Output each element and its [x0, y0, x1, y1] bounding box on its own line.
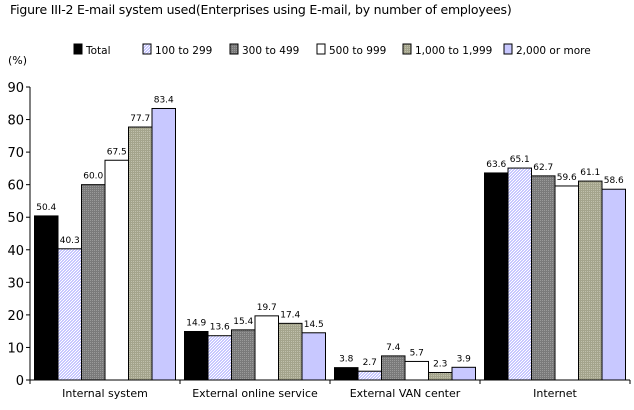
legend-label: 500 to 999: [329, 45, 386, 57]
y-tick-label: 90: [7, 81, 24, 96]
y-axis-label: (%): [8, 54, 27, 67]
bar: [531, 175, 556, 381]
legend-label: 300 to 499: [242, 45, 299, 57]
data-label: 61.1: [580, 168, 600, 178]
legend-swatch: [142, 43, 152, 55]
y-axis: 0 10 20 30 40 50 60 70 80 90: [7, 81, 31, 389]
data-label: 17.4: [280, 310, 300, 320]
data-label: 40.3: [60, 236, 80, 246]
data-label: 65.1: [510, 155, 530, 165]
bar: [507, 167, 532, 381]
bar: [428, 372, 453, 381]
data-label: 3.9: [457, 354, 472, 364]
data-label: 7.4: [386, 343, 401, 353]
bar: [484, 172, 509, 381]
y-tick-label: 0: [16, 374, 24, 389]
bar: [381, 355, 406, 381]
x-axis: Internal system External online service Ex…: [29, 379, 631, 400]
bar: [554, 185, 579, 381]
legend-label: Total: [85, 45, 111, 57]
bar: [334, 367, 359, 381]
x-category-label: Internal system: [62, 387, 148, 400]
data-label: 62.7: [533, 163, 553, 173]
legend-swatch: [316, 43, 326, 55]
y-tick-label: 50: [7, 211, 24, 226]
bar: [357, 370, 382, 381]
y-tick-label: 60: [7, 179, 24, 194]
legend-swatch: [229, 43, 239, 55]
data-label: 77.7: [130, 114, 150, 124]
legend-label: 2,000 or more: [516, 45, 591, 57]
y-tick-label: 70: [7, 146, 24, 161]
y-tick-label: 20: [7, 309, 24, 324]
bar: [278, 322, 303, 381]
bar: [81, 184, 106, 381]
data-label: 50.4: [36, 203, 56, 213]
data-label: 5.7: [410, 348, 424, 358]
x-category-label: Internet: [533, 387, 577, 400]
legend-label: 100 to 299: [155, 45, 212, 57]
data-label: 63.6: [486, 160, 506, 170]
bar: [578, 180, 603, 381]
data-label: 83.4: [154, 95, 174, 105]
bar: [184, 330, 209, 381]
bar: [151, 107, 176, 381]
bar: [128, 126, 153, 381]
legend-swatch: [402, 43, 412, 55]
bar: [104, 159, 129, 381]
data-label: 15.4: [233, 317, 253, 327]
bar: [404, 360, 429, 381]
legend-label: 1,000 to 1,999: [415, 45, 492, 57]
bar: [231, 329, 256, 381]
bars: [34, 107, 626, 381]
data-label: 60.0: [83, 172, 103, 182]
chart-title: Figure III-2 E-mail system used(Enterpri…: [10, 2, 512, 17]
bar: [254, 315, 279, 381]
bar: [601, 188, 626, 381]
legend: Total 100 to 299 300 to 499 500 to 999 1,000…: [73, 43, 591, 57]
data-label: 3.8: [339, 355, 354, 365]
y-tick-label: 40: [7, 244, 24, 259]
y-tick-label: 80: [7, 114, 24, 129]
data-label: 13.6: [210, 323, 230, 333]
data-label: 19.7: [257, 303, 277, 313]
bar: [301, 332, 326, 381]
y-tick-label: 10: [7, 341, 24, 356]
data-label: 59.6: [557, 173, 577, 183]
data-label: 14.9: [186, 318, 206, 328]
bar: [57, 248, 82, 381]
x-category-label: External VAN center: [350, 387, 461, 400]
data-label: 2.7: [363, 358, 377, 368]
data-label: 58.6: [604, 176, 624, 186]
data-label: 14.5: [304, 320, 324, 330]
bar: [451, 366, 476, 381]
y-tick-label: 30: [7, 276, 24, 291]
bar: [207, 335, 232, 381]
data-label: 2.3: [433, 360, 447, 370]
bar: [34, 215, 59, 381]
data-labels: 50.4 40.3 60.0 67.5 77.7 83.4 14.9 13.615.4 19.7…: [36, 95, 624, 369]
x-category-label: External online service: [192, 387, 318, 400]
data-label: 67.5: [107, 147, 127, 157]
legend-swatch: [73, 43, 83, 55]
legend-swatch: [503, 43, 513, 55]
